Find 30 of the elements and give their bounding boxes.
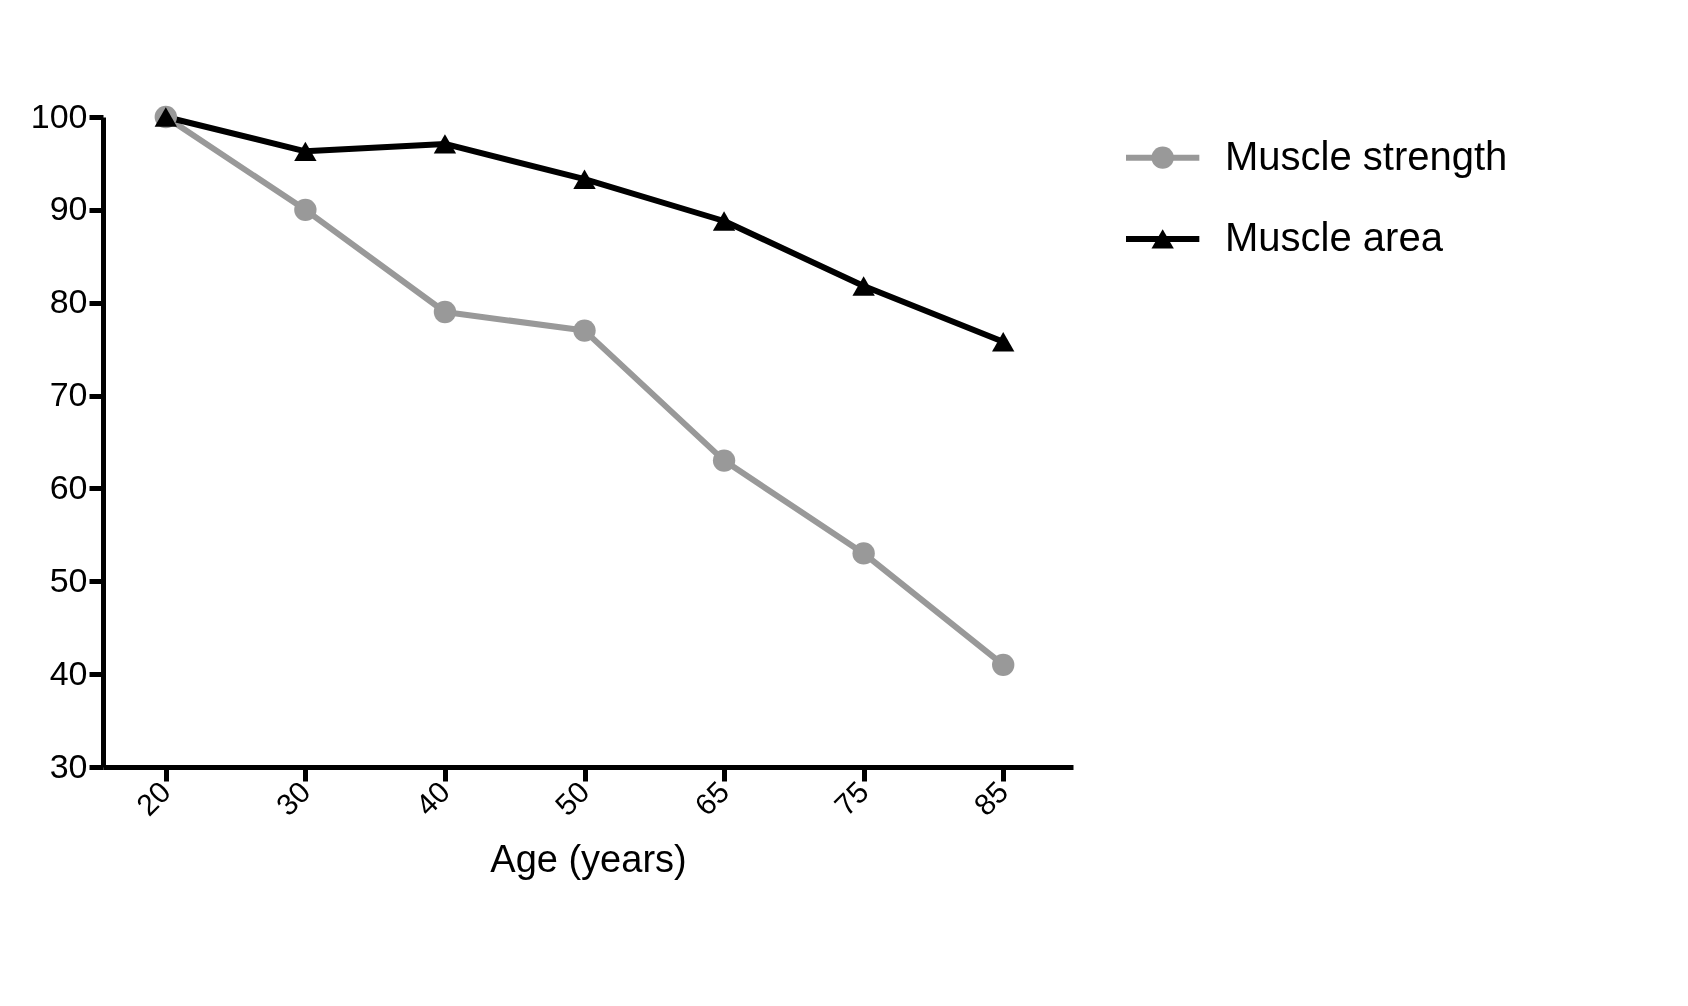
point	[992, 332, 1015, 352]
x-axis-title: Age (years)	[490, 837, 687, 880]
y-tick-label: 90	[49, 189, 88, 228]
legend-label: Muscle strength	[1225, 133, 1508, 178]
x-tick-label: 30	[269, 774, 317, 822]
point	[294, 198, 317, 222]
point	[294, 141, 317, 162]
point	[433, 300, 457, 324]
x-tick-label: 85	[967, 774, 1015, 822]
y-tick-label: 100	[30, 96, 88, 135]
x-tick-label: 40	[409, 774, 457, 822]
y-tick-label: 60	[49, 467, 88, 506]
x-tick-label: 75	[827, 774, 875, 822]
y-tick-label: 70	[49, 375, 88, 414]
point	[852, 542, 875, 565]
point	[573, 169, 596, 189]
legend-label: Muscle area	[1225, 214, 1444, 259]
point	[712, 211, 736, 231]
y-tick-label: 30	[49, 746, 88, 785]
point	[573, 319, 596, 342]
y-tick-label: 40	[49, 653, 88, 692]
point	[852, 276, 875, 296]
x-tick-label: 50	[548, 774, 596, 822]
x-tick-label: 20	[129, 774, 177, 822]
x-tick-label: 65	[688, 774, 736, 822]
y-tick-label: 50	[49, 560, 88, 599]
point	[712, 449, 736, 472]
point	[433, 134, 457, 154]
y-tick-label: 80	[49, 282, 88, 321]
point	[992, 653, 1015, 677]
